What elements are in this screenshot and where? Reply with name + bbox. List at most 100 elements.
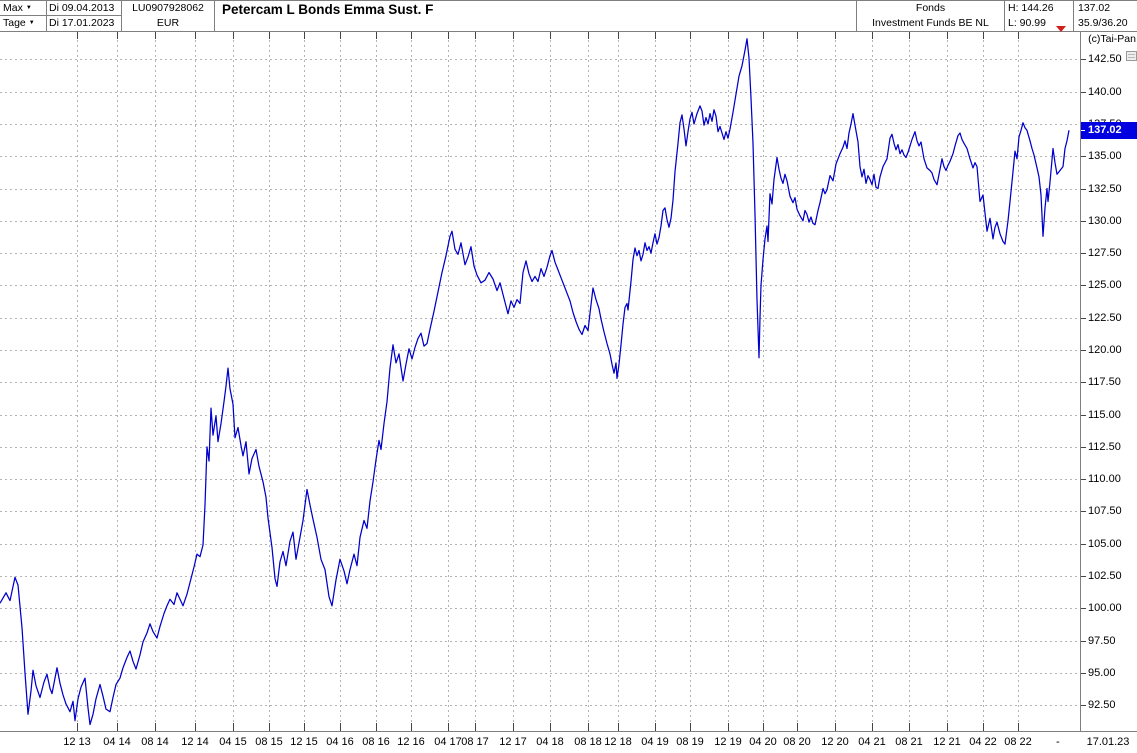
y-axis-label: 125.00 (1088, 279, 1122, 292)
y-axis-tick (1081, 92, 1086, 93)
y-axis-label: 122.50 (1088, 311, 1122, 324)
x-axis-label: 04 14 (103, 736, 131, 748)
period-dropdown-label: Tage (3, 17, 26, 29)
quote-cell: 137.02 35.9/36.20 (1073, 1, 1137, 31)
price-line (0, 38, 1070, 726)
x-axis-label: 04 16 (326, 736, 354, 748)
date-range-cell: Di 09.04.2013 Di 17.01.2023 (47, 1, 122, 31)
x-axis-label: 08 21 (895, 736, 923, 748)
x-axis-label: 04 21 (858, 736, 886, 748)
range-dropdown[interactable]: Max ▼ (0, 1, 46, 16)
y-axis-tick (1081, 382, 1086, 383)
high-low-cell: H: 144.26 L: 90.99 (1004, 1, 1073, 31)
chevron-down-icon: ▼ (28, 20, 35, 26)
y-axis-label: 120.00 (1088, 344, 1122, 356)
y-axis-tick (1081, 253, 1086, 254)
header-bar: Max ▼ Tage ▼ Di 09.04.2013 Di 17.01.2023 L… (0, 0, 1137, 32)
y-axis-tick (1081, 479, 1086, 480)
x-axis-label: 08 20 (783, 736, 811, 748)
price-chart-svg (0, 32, 1080, 731)
x-axis: - 17.01.23 12 13 04 14 08 14 12 14 04 15 08 1… (0, 731, 1137, 753)
x-axis-label: 08 15 (255, 736, 283, 748)
y-axis-label: 127.50 (1088, 247, 1122, 260)
instrument-cell: LU0907928062 EUR (122, 1, 215, 31)
x-axis-label: 08 16 (362, 736, 390, 748)
x-axis-label: 04 17 (434, 736, 462, 748)
secondary-quote: 35.9/36.20 (1078, 17, 1128, 29)
category-cell: Fonds Investment Funds BE NL (856, 1, 1004, 31)
y-axis-tick (1081, 511, 1086, 512)
taipan-watermark: (c)Tai-Pan (1088, 33, 1136, 45)
y-axis-tick (1081, 350, 1086, 351)
y-axis-tick (1081, 673, 1086, 674)
marker-tick (1081, 130, 1085, 131)
last-price: 137.02 (1078, 2, 1111, 14)
x-axis-label: 12 16 (397, 736, 425, 748)
y-axis-label: 135.00 (1088, 150, 1122, 163)
y-axis-label: 112.50 (1088, 440, 1121, 453)
note-icon[interactable] (1126, 51, 1137, 61)
y-axis-label: 92.50 (1088, 699, 1116, 712)
y-axis-label: 110.00 (1088, 473, 1121, 486)
x-axis-label: 12 20 (821, 736, 849, 748)
x-axis-label: 08 14 (141, 736, 169, 748)
y-axis-label: 115.00 (1088, 408, 1121, 421)
y-axis-label: 142.50 (1088, 53, 1122, 66)
y-axis-label: 117.50 (1088, 376, 1121, 389)
x-axis-label: 08 22 (1004, 736, 1032, 748)
y-axis-tick (1081, 285, 1086, 286)
x-axis-label: 12 13 (63, 736, 91, 748)
y-axis-tick (1081, 156, 1086, 157)
x-axis-label: 08 18 (574, 736, 602, 748)
y-axis-tick (1081, 705, 1086, 706)
y-axis-tick (1081, 318, 1086, 319)
end-date-label: 17.01.23 (1086, 736, 1130, 748)
period-dropdown[interactable]: Tage ▼ (0, 16, 46, 31)
y-axis-tick (1081, 641, 1086, 642)
x-axis-label: 04 20 (749, 736, 777, 748)
x-axis-label: 12 21 (933, 736, 961, 748)
y-axis-label: 132.50 (1088, 182, 1122, 195)
isin-label: LU0907928062 (132, 2, 204, 14)
x-axis-end-tick: - (1056, 736, 1060, 748)
y-axis-tick (1081, 608, 1086, 609)
marker-value: 137.02 (1088, 124, 1122, 136)
x-axis-label: 08 17 (461, 736, 489, 748)
x-axis-label: 12 18 (604, 736, 632, 748)
y-axis-tick (1081, 221, 1086, 222)
plot-area[interactable] (0, 32, 1080, 731)
x-axis-label: 04 22 (969, 736, 997, 748)
y-axis: (c)Tai-Pan 137.02 92.50 95.00 97.50 100.00 1… (1080, 32, 1137, 731)
chart-title: Petercam L Bonds Emma Sust. F (222, 2, 434, 17)
y-axis-tick (1081, 415, 1086, 416)
y-axis-label: 97.50 (1088, 634, 1116, 647)
y-axis-label: 102.50 (1088, 570, 1122, 583)
category-type: Fonds (915, 2, 946, 14)
x-axis-label: 12 14 (181, 736, 209, 748)
y-axis-tick (1081, 544, 1086, 545)
low-value: L: 90.99 (1008, 17, 1046, 29)
y-axis-label: 107.50 (1088, 505, 1122, 518)
x-axis-label: 04 18 (536, 736, 564, 748)
category-detail: Investment Funds BE NL (872, 17, 989, 29)
y-axis-tick (1081, 576, 1086, 577)
y-axis-label: 95.00 (1088, 666, 1116, 679)
y-axis-label: 105.00 (1088, 537, 1122, 550)
y-axis-tick (1081, 447, 1086, 448)
date-from-field[interactable]: Di 09.04.2013 (47, 1, 121, 16)
x-axis-label: 12 19 (714, 736, 742, 748)
x-axis-label: 04 15 (219, 736, 247, 748)
alert-triangle-icon (1056, 26, 1066, 32)
y-axis-label: 130.00 (1088, 214, 1122, 227)
currency-label: EUR (156, 17, 180, 29)
range-dropdown-label: Max (3, 2, 23, 14)
chevron-down-icon: ▼ (25, 5, 32, 11)
date-to-field[interactable]: Di 17.01.2023 (49, 17, 115, 29)
y-axis-tick (1081, 189, 1086, 190)
y-axis-label: 140.00 (1088, 85, 1122, 98)
x-axis-label: 04 19 (641, 736, 669, 748)
x-axis-label: 12 17 (499, 736, 527, 748)
x-axis-label: 08 19 (676, 736, 704, 748)
y-axis-label: 100.00 (1088, 602, 1122, 615)
